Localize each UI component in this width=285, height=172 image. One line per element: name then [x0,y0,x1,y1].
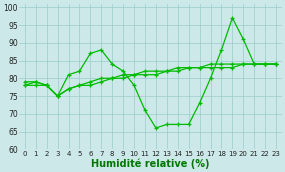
X-axis label: Humidité relative (%): Humidité relative (%) [91,158,210,169]
